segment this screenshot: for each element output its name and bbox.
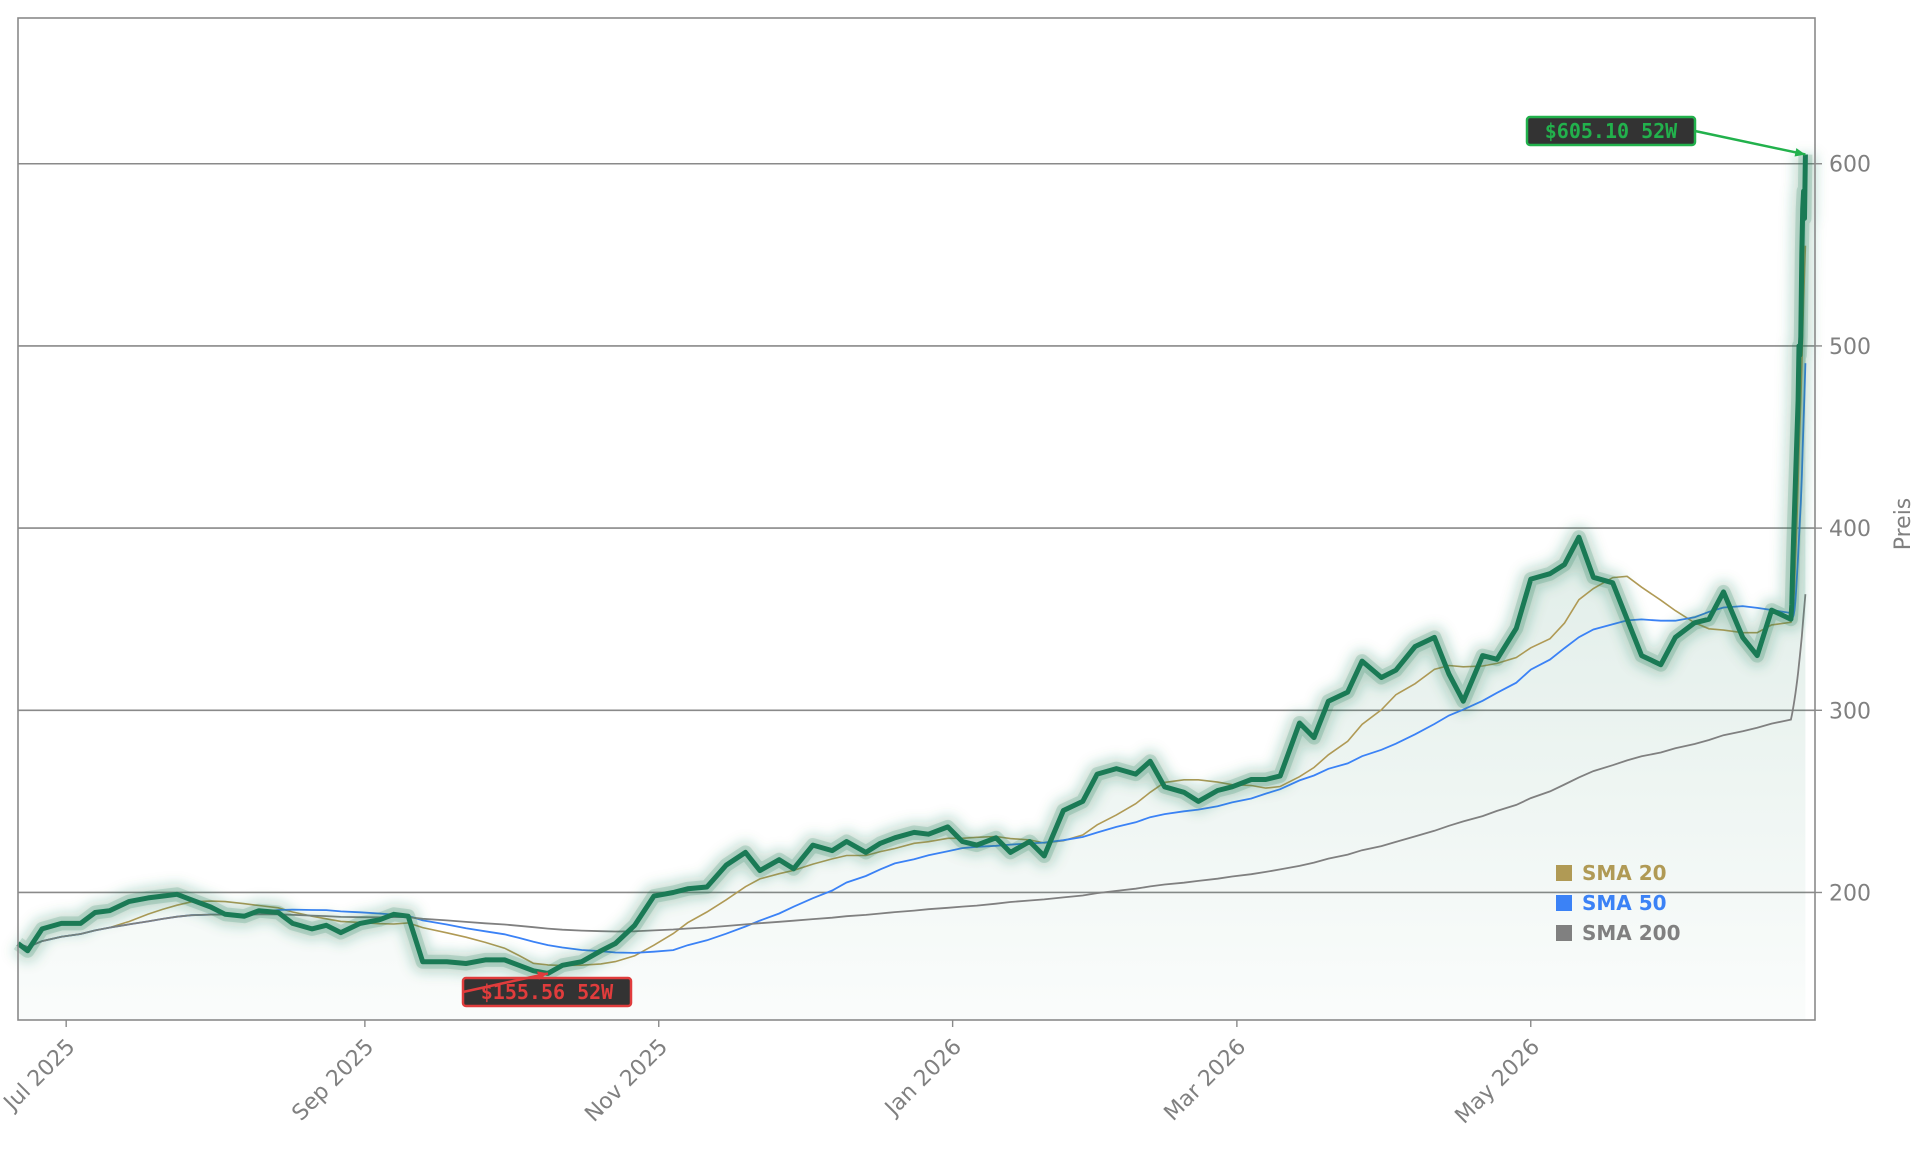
x-tick-label: Jan 2026 bbox=[879, 1035, 967, 1123]
x-axis: Jul 2025 Sep 2025 Nov 2025 Jan 2026 Mar 2026… bbox=[0, 1020, 1545, 1129]
price-area bbox=[18, 154, 1806, 1020]
x-tick-label: Sep 2025 bbox=[288, 1035, 380, 1127]
x-tick-label: May 2026 bbox=[1451, 1035, 1545, 1129]
legend-label: SMA 20 bbox=[1582, 861, 1667, 885]
annotation-arrowhead bbox=[537, 971, 548, 980]
price-line-group bbox=[11, 154, 1817, 985]
legend-swatch bbox=[1556, 865, 1572, 881]
x-tick-label: Jul 2025 bbox=[0, 1035, 80, 1117]
price-line bbox=[16, 154, 1808, 976]
annotations: $605.10 52W $155.56 52W bbox=[461, 115, 1806, 1008]
y-tick-label: 400 bbox=[1829, 517, 1871, 542]
legend-item: SMA 20 bbox=[1556, 861, 1667, 885]
legend-swatch bbox=[1556, 925, 1572, 941]
annotation-label: $605.10 52W bbox=[1545, 119, 1678, 143]
y-tick-label: 600 bbox=[1829, 153, 1871, 178]
legend-label: SMA 200 bbox=[1582, 921, 1681, 945]
y-tick-label: 200 bbox=[1829, 881, 1871, 906]
sma-line-200 bbox=[17, 594, 1807, 949]
y-tick-label: 500 bbox=[1829, 335, 1871, 360]
annotation-arrow bbox=[1694, 129, 1806, 156]
plot-border bbox=[17, 17, 1816, 1021]
legend-label: SMA 50 bbox=[1582, 891, 1667, 915]
annotation-arrowhead bbox=[1794, 148, 1806, 157]
y-axis: 200 300 400 500 600 bbox=[1815, 153, 1871, 906]
annotation-52w-low: $155.56 52W bbox=[461, 971, 633, 1008]
x-tick-label: Nov 2025 bbox=[580, 1035, 673, 1128]
annotation-arrow bbox=[462, 972, 549, 994]
legend-item: SMA 50 bbox=[1556, 891, 1667, 915]
price-area-fill bbox=[18, 154, 1806, 1020]
legend: SMA 20 SMA 50 SMA 200 bbox=[1556, 861, 1681, 945]
plot-frame bbox=[17, 17, 1816, 1021]
x-tick-label: Mar 2026 bbox=[1160, 1035, 1252, 1127]
y-axis-label: Preis bbox=[1891, 498, 1916, 551]
annotation-52w-high: $605.10 52W bbox=[1525, 115, 1806, 157]
legend-item: SMA 200 bbox=[1556, 921, 1681, 945]
legend-swatch bbox=[1556, 895, 1572, 911]
y-tick-label: 300 bbox=[1829, 699, 1871, 724]
